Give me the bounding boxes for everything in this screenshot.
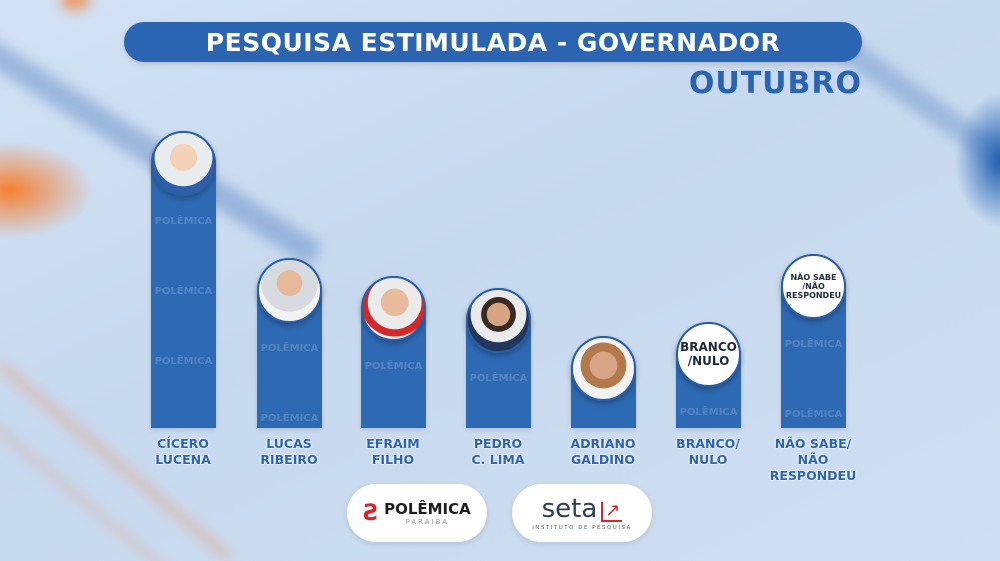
watermark: POLÊMICA: [784, 339, 843, 350]
bar-label-line1: NÃO SABE/: [774, 436, 852, 451]
bar: POLÊMICA BRANCO/NULO: [676, 322, 741, 428]
bar-label-line1: LUCAS: [266, 436, 312, 451]
bar-label: NÃO SABE/NÃO RESPONDEU: [753, 436, 873, 484]
bar-label: PEDRO C. LIMA: [438, 436, 558, 468]
watermark: POLÊMICA: [154, 356, 213, 367]
bar: POLÊMICA: [361, 276, 426, 428]
polemica-logo: Ƨ POLÊMICA PARAIBA: [347, 484, 487, 542]
bg-blob: [60, 0, 90, 10]
watermark: POLÊMICA: [679, 407, 738, 418]
bar-label-line1: EFRAIM: [366, 436, 420, 451]
watermark: POLÊMICA: [154, 286, 213, 297]
bar-label: EFRAIM FILHO: [333, 436, 453, 468]
watermark: POLÊMICA: [364, 361, 423, 372]
chart-subtitle: OUTUBRO: [688, 66, 862, 101]
bar: POLÊMICA POLÊMICA: [257, 258, 322, 428]
bg-stripe: [843, 42, 1000, 211]
watermark: POLÊMICA: [469, 373, 528, 384]
bar-label: BRANCO/NULO: [648, 436, 768, 468]
category-badge: BRANCO/NULO: [676, 322, 741, 387]
bar-label-line2: LUCENA: [155, 452, 211, 467]
category-badge-text: BRANCO/NULO: [680, 339, 737, 368]
category-badge-text: NÃO SABE/NÃO RESPONDEU: [785, 272, 842, 301]
polemica-mark-icon: Ƨ: [363, 500, 380, 526]
category-badge: NÃO SABE/NÃO RESPONDEU: [781, 254, 846, 319]
bar-label-line2: NULO: [688, 452, 728, 467]
candidate-photo: [571, 336, 636, 401]
bar: POLÊMICA POLÊMICA NÃO SABE/NÃO RESPONDEU: [781, 254, 846, 428]
watermark: POLÊMICA: [260, 413, 319, 424]
bar-label: LUCAS RIBEIRO: [229, 436, 349, 468]
bar-label-line2: FILHO: [371, 452, 415, 467]
bar-label-line1: CÍCERO: [157, 436, 209, 451]
candidate-photo: [257, 258, 322, 323]
polemica-name: POLÊMICA: [384, 500, 471, 518]
seta-logo: seta ↗ INSTITUTO DE PESQUISA: [512, 484, 652, 542]
seta-name: seta: [541, 493, 598, 524]
candidate-photo: [466, 288, 531, 353]
bar-label-line2: NÃO RESPONDEU: [769, 452, 857, 483]
chart-title: PESQUISA ESTIMULADA - GOVERNADOR: [205, 27, 781, 57]
bar-label-line1: PEDRO: [473, 436, 523, 451]
candidate-photo: [361, 276, 426, 341]
watermark: POLÊMICA: [784, 409, 843, 420]
bar: POLÊMICA: [466, 288, 531, 428]
bar-label-line2: C. LIMA: [471, 452, 525, 467]
watermark: POLÊMICA: [154, 216, 213, 227]
polemica-sub: PARAIBA: [405, 518, 450, 526]
watermark: POLÊMICA: [260, 343, 319, 354]
bar-label: CÍCERO LUCENA: [123, 436, 243, 468]
bar-label-line1: BRANCO/: [676, 436, 740, 451]
bar: [571, 336, 636, 428]
seta-sub: INSTITUTO DE PESQUISA: [532, 524, 632, 531]
bar: POLÊMICA POLÊMICA POLÊMICA: [151, 131, 216, 428]
bar-label: ADRIANO GALDINO: [543, 436, 663, 468]
bar-label-line1: ADRIANO: [570, 436, 636, 451]
title-banner: PESQUISA ESTIMULADA - GOVERNADOR: [124, 22, 862, 62]
bar-label-line2: RIBEIRO: [260, 452, 318, 467]
candidate-photo: [151, 131, 216, 196]
bar-chart-icon: ↗: [601, 501, 623, 522]
bg-stripe: [0, 410, 213, 561]
bar-label-line2: GALDINO: [570, 452, 635, 467]
